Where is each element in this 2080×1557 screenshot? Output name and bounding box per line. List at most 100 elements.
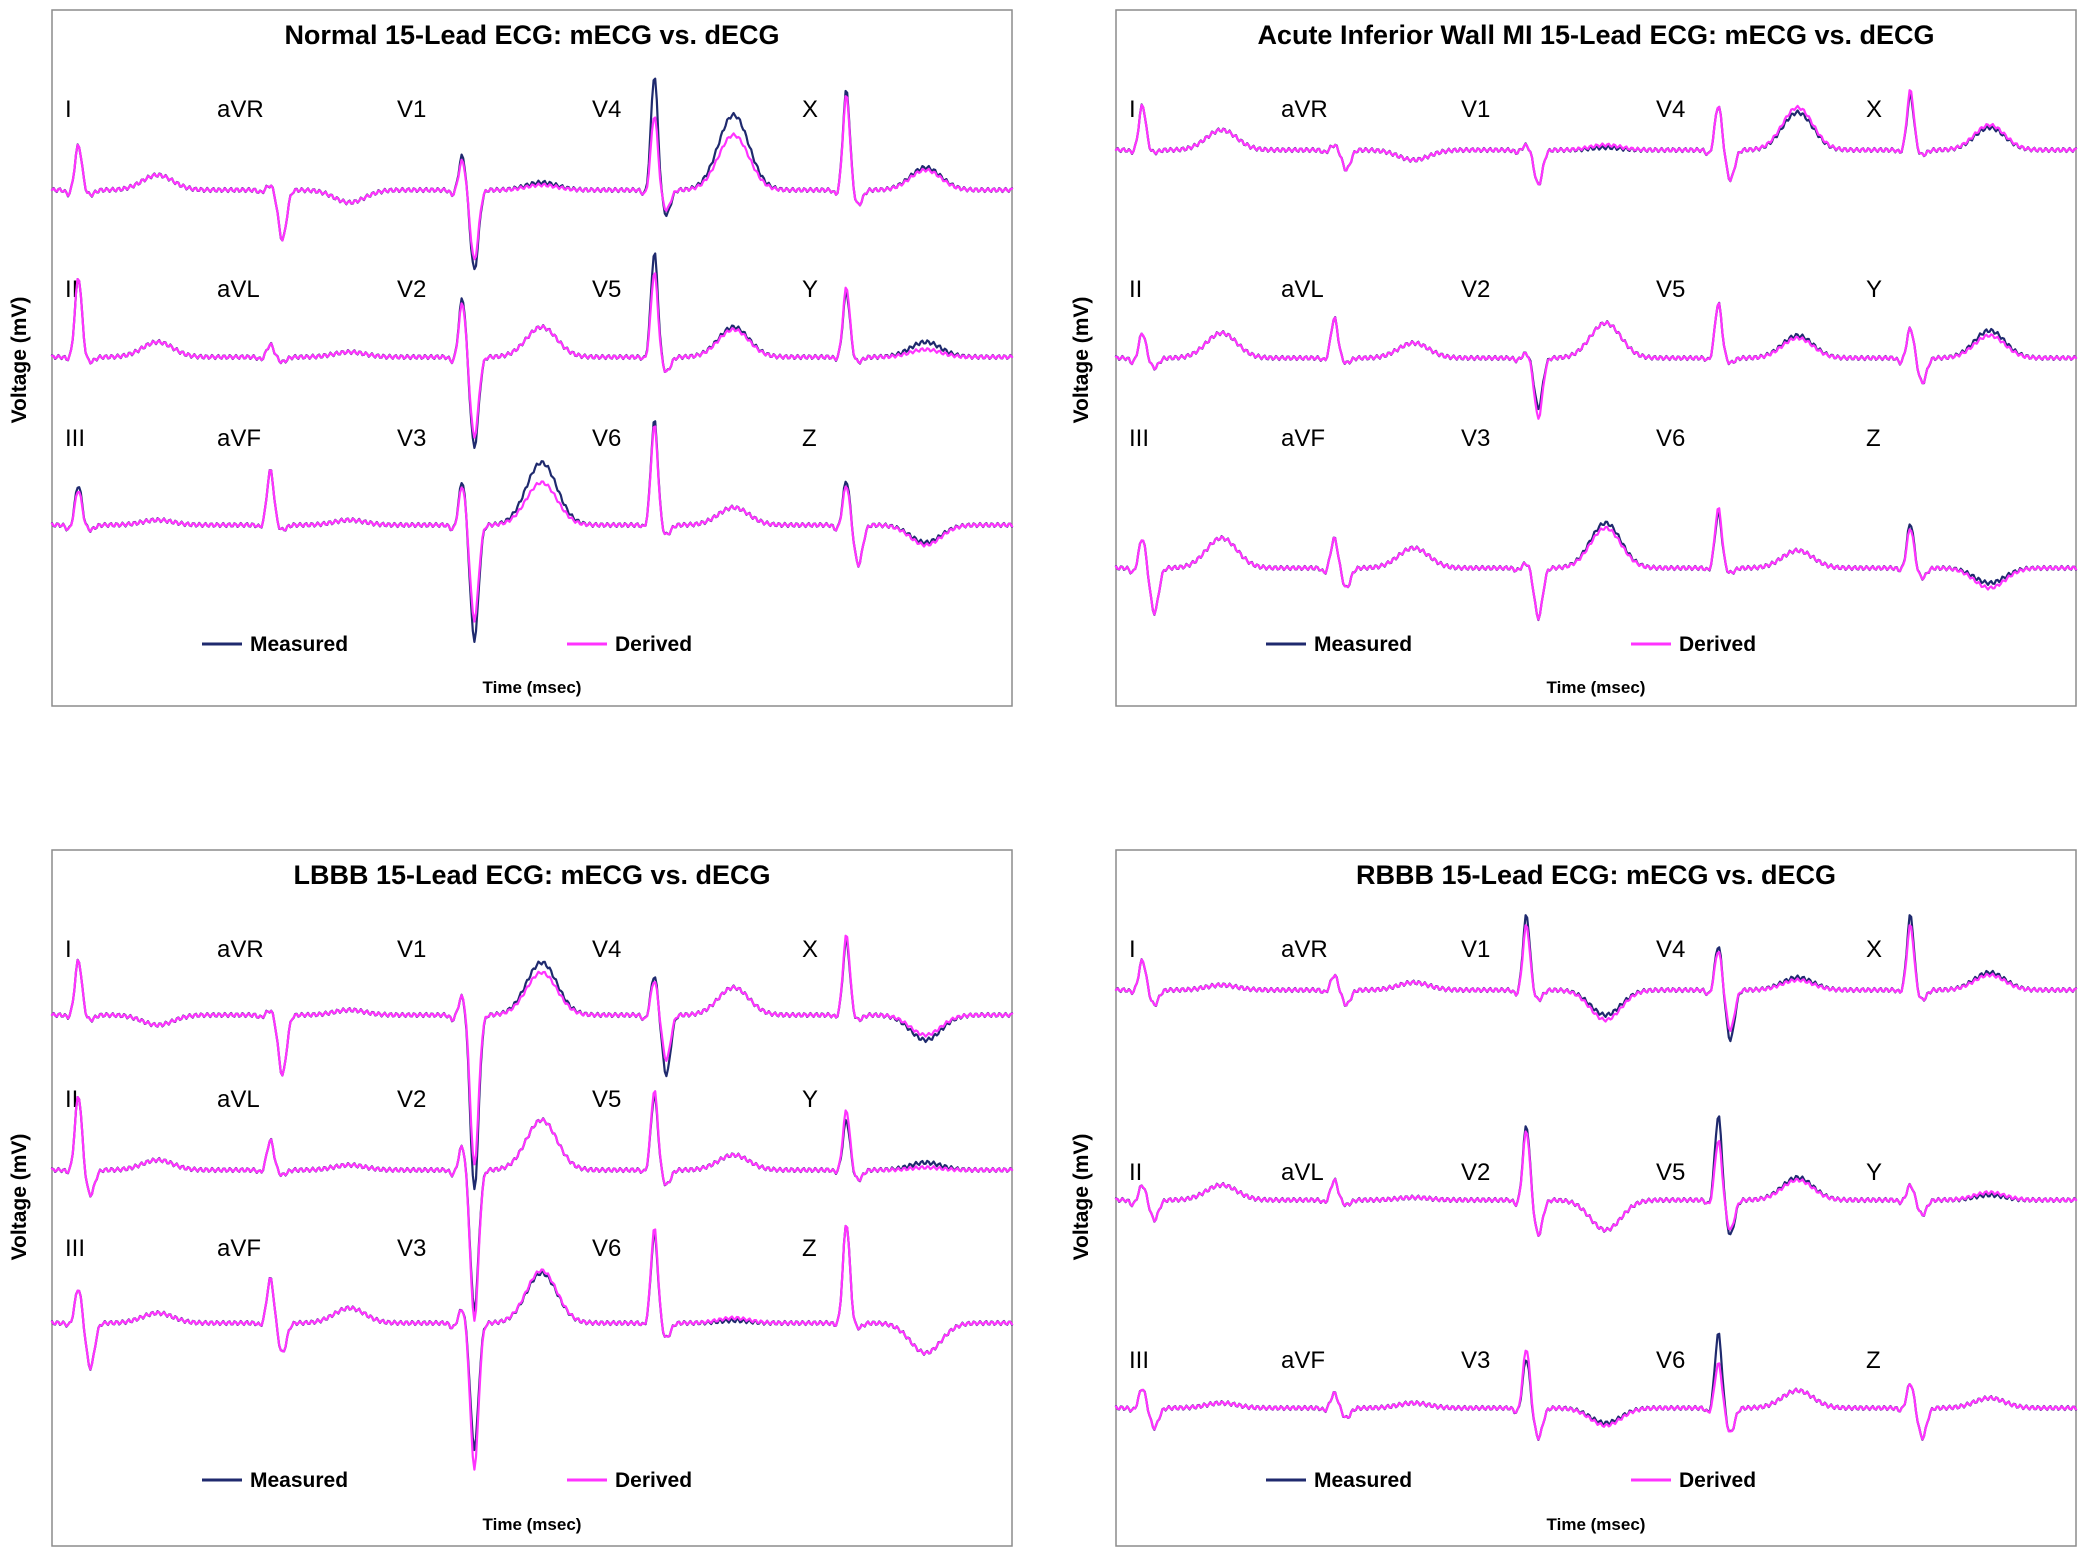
- derived-trace-row-3: [1114, 1349, 2078, 1441]
- lead-label-v2: V2: [397, 1086, 426, 1113]
- lead-label-v6: V6: [592, 1235, 621, 1262]
- lead-label-avl: aVL: [1281, 1159, 1324, 1186]
- lead-label-iii: III: [65, 1235, 85, 1262]
- plot-area: [51, 9, 1013, 707]
- lead-label-iii: III: [1129, 1347, 1149, 1374]
- lead-label-i: I: [65, 96, 72, 123]
- lead-label-v6: V6: [1656, 425, 1685, 452]
- y-axis-label: Voltage (mV): [8, 1134, 31, 1261]
- lead-label-v2: V2: [1461, 276, 1490, 303]
- derived-trace-row-3: [50, 1224, 1014, 1471]
- lead-label-v2: V2: [397, 276, 426, 303]
- lead-label-v6: V6: [592, 425, 621, 452]
- legend-label-measured: Measured: [250, 1469, 348, 1492]
- derived-trace-row-1: [50, 934, 1014, 1166]
- lead-label-z: Z: [802, 1235, 817, 1262]
- lead-label-v3: V3: [1461, 1347, 1490, 1374]
- lead-label-avr: aVR: [217, 936, 264, 963]
- derived-trace-row-1: [1114, 89, 2078, 186]
- lead-label-ii: II: [1129, 276, 1142, 303]
- lead-label-x: X: [802, 936, 818, 963]
- lead-label-avl: aVL: [217, 1086, 260, 1113]
- lead-label-ii: II: [1129, 1159, 1142, 1186]
- lead-label-avf: aVF: [1281, 425, 1325, 452]
- lead-label-v1: V1: [1461, 96, 1490, 123]
- y-axis-label: Voltage (mV): [1070, 1134, 1093, 1261]
- lead-label-v4: V4: [592, 96, 621, 123]
- lead-label-y: Y: [1866, 276, 1882, 303]
- lead-label-v3: V3: [1461, 425, 1490, 452]
- lead-label-v5: V5: [1656, 1159, 1685, 1186]
- derived-trace-row-3: [50, 425, 1014, 623]
- lead-label-z: Z: [1866, 425, 1881, 452]
- lead-label-avf: aVF: [217, 425, 261, 452]
- lead-label-iii: III: [1129, 425, 1149, 452]
- chart-title: Normal 15-Lead ECG: mECG vs. dECG: [284, 20, 779, 50]
- lead-label-avf: aVF: [1281, 1347, 1325, 1374]
- chart-panel-normal: Normal 15-Lead ECG: mECG vs. dECG Voltage…: [0, 0, 1040, 720]
- derived-trace-row-2: [1114, 1130, 2078, 1237]
- lead-label-v6: V6: [1656, 1347, 1685, 1374]
- x-axis-label: Time (msec): [483, 1515, 582, 1534]
- legend-label-measured: Measured: [1314, 1469, 1412, 1492]
- legend-label-derived: Derived: [615, 1469, 692, 1492]
- legend-label-derived: Derived: [1679, 1469, 1756, 1492]
- y-axis-label: Voltage (mV): [1070, 297, 1093, 424]
- lead-label-i: I: [1129, 936, 1136, 963]
- lead-label-x: X: [1866, 96, 1882, 123]
- derived-trace-row-1: [50, 95, 1014, 261]
- lead-label-y: Y: [802, 276, 818, 303]
- lead-label-v4: V4: [1656, 936, 1685, 963]
- chart-panel-lbbb: LBBB 15-Lead ECG: mECG vs. dECG Voltage (…: [0, 840, 1040, 1557]
- chart-title: LBBB 15-Lead ECG: mECG vs. dECG: [293, 860, 770, 890]
- derived-trace-row-1: [1114, 924, 2078, 1032]
- lead-label-y: Y: [1866, 1159, 1882, 1186]
- chart-title: RBBB 15-Lead ECG: mECG vs. dECG: [1356, 860, 1836, 890]
- lead-label-v2: V2: [1461, 1159, 1490, 1186]
- chart-title: Acute Inferior Wall MI 15-Lead ECG: mECG…: [1257, 20, 1934, 50]
- legend-label-measured: Measured: [1314, 633, 1412, 656]
- lead-label-v5: V5: [1656, 276, 1685, 303]
- chart-svg: Acute Inferior Wall MI 15-Lead ECG: mECG…: [1070, 9, 2078, 707]
- lead-label-avr: aVR: [1281, 936, 1328, 963]
- lead-label-v3: V3: [397, 1235, 426, 1262]
- plot-area: [51, 849, 1013, 1547]
- chart-svg: Normal 15-Lead ECG: mECG vs. dECG Voltage…: [8, 9, 1014, 707]
- lead-label-v1: V1: [1461, 936, 1490, 963]
- derived-trace-row-2: [50, 1090, 1014, 1322]
- chart-panel-inferior-mi: Acute Inferior Wall MI 15-Lead ECG: mECG…: [1040, 0, 2080, 720]
- lead-label-x: X: [802, 96, 818, 123]
- lead-label-avr: aVR: [217, 96, 264, 123]
- legend-label-derived: Derived: [1679, 633, 1756, 656]
- lead-label-v3: V3: [397, 425, 426, 452]
- lead-label-v4: V4: [1656, 96, 1685, 123]
- derived-trace-row-3: [1114, 507, 2078, 621]
- chart-svg: LBBB 15-Lead ECG: mECG vs. dECG Voltage (…: [8, 849, 1014, 1547]
- lead-label-v1: V1: [397, 936, 426, 963]
- legend-label-measured: Measured: [250, 633, 348, 656]
- lead-label-z: Z: [802, 425, 817, 452]
- derived-trace-row-2: [50, 272, 1014, 439]
- lead-label-i: I: [1129, 96, 1136, 123]
- x-axis-label: Time (msec): [1547, 678, 1646, 697]
- y-axis-label: Voltage (mV): [8, 297, 31, 424]
- lead-label-v5: V5: [592, 276, 621, 303]
- legend-label-derived: Derived: [615, 633, 692, 656]
- lead-label-i: I: [65, 936, 72, 963]
- chart-panel-rbbb: RBBB 15-Lead ECG: mECG vs. dECG Voltage (…: [1040, 840, 2080, 1557]
- x-axis-label: Time (msec): [1547, 1515, 1646, 1534]
- lead-label-avl: aVL: [217, 276, 260, 303]
- lead-label-v4: V4: [592, 936, 621, 963]
- lead-label-v5: V5: [592, 1086, 621, 1113]
- lead-label-iii: III: [65, 425, 85, 452]
- lead-label-z: Z: [1866, 1347, 1881, 1374]
- chart-svg: RBBB 15-Lead ECG: mECG vs. dECG Voltage (…: [1070, 849, 2078, 1547]
- lead-label-avr: aVR: [1281, 96, 1328, 123]
- lead-label-avl: aVL: [1281, 276, 1324, 303]
- lead-label-x: X: [1866, 936, 1882, 963]
- x-axis-label: Time (msec): [483, 678, 582, 697]
- lead-label-ii: II: [65, 1086, 78, 1113]
- lead-label-y: Y: [802, 1086, 818, 1113]
- derived-trace-row-2: [1114, 302, 2078, 420]
- lead-label-avf: aVF: [217, 1235, 261, 1262]
